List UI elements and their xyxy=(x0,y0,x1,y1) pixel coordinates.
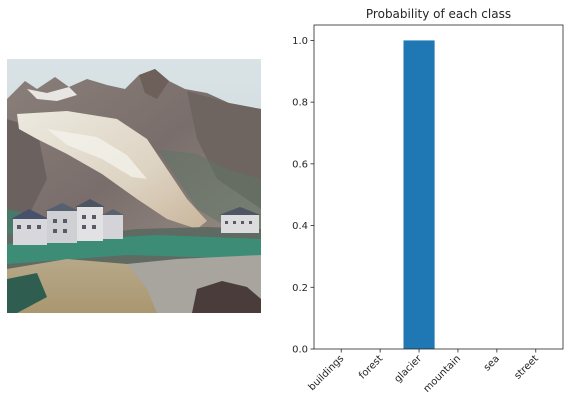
chart-title: Probability of each class xyxy=(366,7,511,21)
x-tick-label: mountain xyxy=(422,353,464,395)
y-tick-label: 0.2 xyxy=(292,283,308,294)
x-tick-label: glacier xyxy=(392,353,424,385)
y-tick-label: 0.0 xyxy=(292,345,308,356)
x-tick-label: street xyxy=(512,353,541,382)
glacier-valley-image xyxy=(7,59,261,313)
bar-glacier xyxy=(403,40,435,350)
bars-group xyxy=(403,40,435,350)
glacier-photo xyxy=(7,59,261,313)
y-axis: 0.0 0.2 0.4 0.6 0.8 1.0 xyxy=(292,36,314,356)
y-tick-label: 0.4 xyxy=(292,221,308,232)
x-tick-label: sea xyxy=(482,353,502,373)
y-tick-label: 0.6 xyxy=(292,159,308,170)
x-tick-label: forest xyxy=(357,353,385,381)
y-tick-label: 1.0 xyxy=(292,36,308,47)
x-tick-label: buildings xyxy=(307,353,347,393)
y-tick-label: 0.8 xyxy=(292,98,308,109)
plot-frame xyxy=(313,24,564,350)
